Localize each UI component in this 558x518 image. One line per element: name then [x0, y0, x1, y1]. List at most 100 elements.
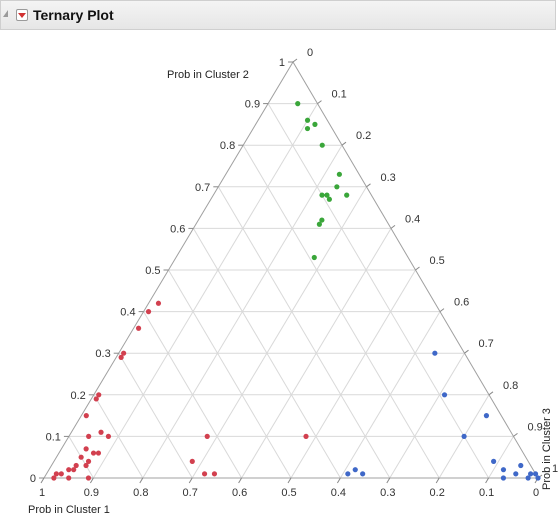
data-point-cluster3[interactable] — [360, 471, 366, 477]
grid-line — [191, 186, 367, 479]
tick-label-cluster3: 0.2 — [356, 130, 371, 142]
data-point-cluster3[interactable] — [491, 458, 497, 464]
tick-label-cluster3: 0.9 — [528, 421, 543, 433]
data-point-cluster1[interactable] — [83, 462, 89, 469]
tick-label-cluster3: 0.6 — [454, 297, 469, 309]
data-point-cluster3[interactable] — [513, 471, 519, 477]
data-point-cluster1[interactable] — [135, 325, 142, 331]
tick-label-cluster1: 0.1 — [479, 487, 494, 499]
data-point-cluster1[interactable] — [85, 475, 92, 481]
data-point-cluster1[interactable] — [83, 446, 89, 452]
data-point-cluster2[interactable] — [295, 101, 301, 107]
data-point-cluster3[interactable] — [532, 471, 539, 477]
data-point-cluster3[interactable] — [483, 413, 490, 419]
tick-mark — [287, 477, 292, 484]
data-point-cluster1[interactable] — [303, 433, 309, 439]
data-point-cluster1[interactable] — [95, 450, 102, 456]
red-triangle-menu-icon[interactable] — [16, 9, 28, 21]
tick-label-cluster2: 1 — [279, 57, 285, 69]
data-point-cluster1[interactable] — [83, 413, 89, 419]
data-point-cluster1[interactable] — [118, 354, 124, 360]
data-point-cluster2[interactable] — [336, 171, 342, 177]
tick-label-cluster1: 0.8 — [133, 487, 148, 499]
tick-label-cluster1: 0.7 — [183, 487, 198, 499]
data-point-cluster1[interactable] — [66, 475, 72, 481]
tick-mark — [139, 477, 144, 484]
data-point-cluster3[interactable] — [518, 462, 524, 469]
data-point-cluster1[interactable] — [189, 458, 195, 464]
data-point-cluster1[interactable] — [105, 433, 112, 439]
data-point-cluster2[interactable] — [319, 142, 325, 148]
data-point-cluster1[interactable] — [98, 429, 104, 435]
tick-label-cluster3: 0.3 — [381, 172, 396, 184]
data-point-cluster1[interactable] — [85, 458, 92, 464]
data-point-cluster2[interactable] — [319, 192, 325, 198]
data-point-cluster1[interactable] — [93, 396, 99, 402]
tick-mark — [188, 477, 193, 484]
data-point-cluster1[interactable] — [73, 462, 79, 469]
data-point-cluster1[interactable] — [145, 309, 152, 315]
data-point-cluster1[interactable] — [53, 471, 59, 477]
data-point-cluster3[interactable] — [461, 433, 467, 439]
tick-mark — [390, 224, 396, 229]
data-point-cluster3[interactable] — [528, 471, 534, 477]
data-point-cluster2[interactable] — [319, 217, 325, 223]
grid-line — [339, 311, 441, 479]
tick-mark — [366, 183, 371, 188]
grid — [68, 103, 514, 479]
data-point-cluster1[interactable] — [58, 471, 64, 477]
grid-line — [488, 436, 514, 479]
data-point-cluster2[interactable] — [304, 125, 311, 132]
data-point-cluster1[interactable] — [71, 467, 77, 473]
data-points — [51, 101, 541, 481]
data-point-cluster1[interactable] — [86, 433, 92, 439]
data-point-cluster3[interactable] — [525, 475, 531, 481]
data-point-cluster2[interactable] — [316, 221, 322, 227]
tick-label-cluster1: 0.3 — [380, 487, 395, 499]
tick-label-cluster2: 0.9 — [245, 99, 260, 111]
grid-line — [143, 311, 243, 479]
data-point-cluster1[interactable] — [155, 300, 162, 306]
data-point-cluster1[interactable] — [51, 475, 57, 481]
tick-label-cluster2: 0.5 — [145, 265, 160, 277]
data-point-cluster2[interactable] — [334, 184, 340, 190]
data-point-cluster2[interactable] — [324, 192, 330, 198]
collapse-triangle-icon[interactable] — [3, 10, 8, 17]
data-point-cluster1[interactable] — [121, 350, 127, 356]
data-point-cluster3[interactable] — [345, 471, 351, 477]
data-point-cluster3[interactable] — [535, 475, 541, 481]
data-point-cluster3[interactable] — [432, 350, 438, 356]
tick-label-cluster3: 0.1 — [332, 89, 347, 101]
tick-mark — [40, 477, 45, 484]
data-point-cluster1[interactable] — [96, 392, 102, 398]
page-title: Ternary Plot — [33, 7, 114, 23]
tick-label-cluster2: 0.4 — [120, 307, 135, 319]
axis-label-cluster1: Prob in Cluster 1 — [28, 504, 110, 516]
data-point-cluster3[interactable] — [500, 467, 507, 473]
tick-mark — [341, 141, 347, 146]
tick-label-cluster2: 0.2 — [71, 390, 86, 402]
data-point-cluster1[interactable] — [66, 467, 72, 473]
tick-label-cluster2: 0 — [30, 473, 36, 485]
data-point-cluster3[interactable] — [500, 475, 507, 481]
tick-label-cluster1: 0.6 — [232, 487, 247, 499]
tick-mark — [439, 308, 445, 313]
data-point-cluster1[interactable] — [211, 471, 218, 477]
ternary-plot: 0100.10.90.10.20.80.20.30.70.30.40.60.40… — [28, 47, 558, 516]
data-point-cluster3[interactable] — [441, 392, 448, 398]
data-point-cluster2[interactable] — [304, 117, 311, 123]
data-point-cluster2[interactable] — [344, 192, 350, 198]
data-point-cluster2[interactable] — [311, 254, 317, 261]
data-point-cluster1[interactable] — [78, 454, 84, 460]
data-point-cluster2[interactable] — [326, 196, 332, 202]
grid-line — [92, 103, 318, 479]
data-point-cluster1[interactable] — [90, 450, 97, 456]
data-point-cluster1[interactable] — [201, 471, 208, 477]
tick-mark — [513, 432, 518, 437]
data-point-cluster1[interactable] — [204, 433, 210, 439]
data-point-cluster2[interactable] — [312, 121, 318, 127]
grid-line — [118, 352, 193, 479]
tick-label-cluster1: 0.9 — [84, 487, 99, 499]
tick-mark — [292, 58, 298, 63]
data-point-cluster3[interactable] — [352, 467, 358, 473]
